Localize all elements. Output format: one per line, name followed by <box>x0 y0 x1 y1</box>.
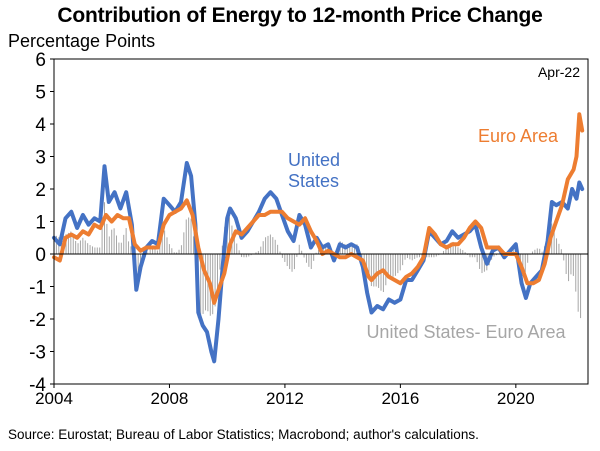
x-tick-label: 2020 <box>497 389 535 408</box>
source-note: Source: Eurostat; Bureau of Labor Statis… <box>8 427 479 442</box>
y-tick-label: -2 <box>29 310 46 331</box>
y-tick-label: -1 <box>29 278 46 299</box>
date-label: Apr-22 <box>538 64 580 80</box>
y-tick-label: 2 <box>35 180 46 201</box>
y-axis-unit-label: Percentage Points <box>8 31 156 51</box>
united-states-label: United States <box>288 150 340 191</box>
chart-title: Contribution of Energy to 12-month Price… <box>57 4 543 27</box>
y-tick-label: 5 <box>35 83 46 104</box>
x-tick-label: 2008 <box>151 389 189 408</box>
y-tick-label: -4 <box>29 375 46 396</box>
euro-area-label: Euro Area <box>478 126 559 146</box>
difference-series-label: United States- Euro Area <box>366 322 566 342</box>
y-tick-label: 1 <box>35 213 46 234</box>
x-tick-label: 2012 <box>266 389 304 408</box>
y-tick-label: 6 <box>35 50 46 71</box>
y-tick-label: 4 <box>35 115 46 136</box>
y-tick-label: 0 <box>35 245 46 266</box>
series-labels: United States Euro Area <box>288 126 559 191</box>
y-axis-ticks: 6 5 4 3 2 1 0 -1 -2 -3 -4 <box>29 50 54 396</box>
y-tick-label: 3 <box>35 148 46 169</box>
y-tick-label: -3 <box>29 343 46 364</box>
x-axis-ticks: 2004 2008 2012 2016 2020 <box>35 384 535 408</box>
x-tick-label: 2016 <box>381 389 419 408</box>
x-tick-label: 2004 <box>35 389 73 408</box>
